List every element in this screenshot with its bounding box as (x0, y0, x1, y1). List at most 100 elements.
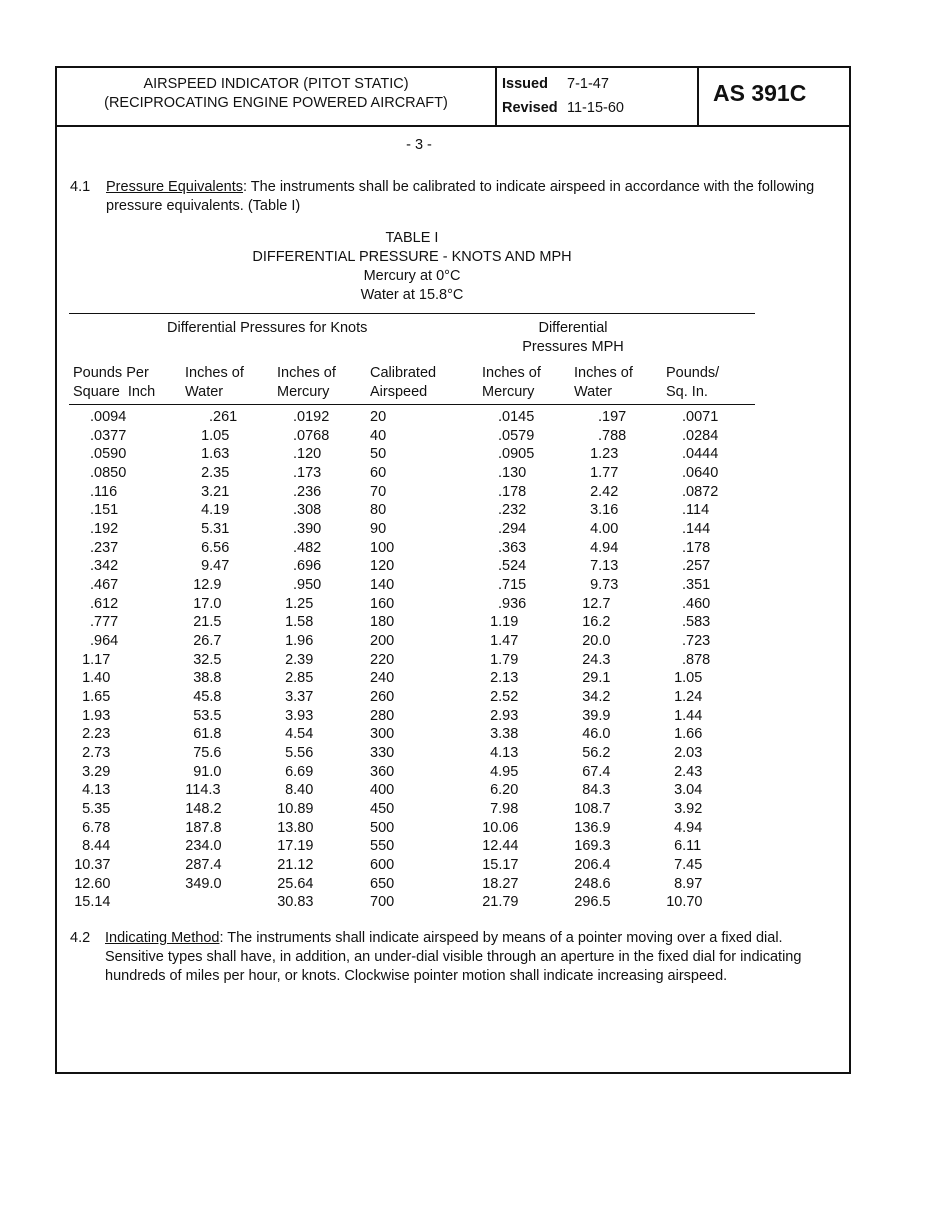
table-cell: .467 (90, 576, 119, 593)
table-cell: 3.92 (674, 800, 703, 817)
table-cell: 550 (370, 838, 395, 855)
table-cell: 84.3 (582, 782, 611, 799)
section-body: : The instruments shall indicate airspee… (105, 930, 802, 984)
table-cell: .936 (498, 595, 527, 612)
table-cell: 1.65 (82, 688, 111, 705)
table-cell: 500 (370, 819, 395, 836)
table-cell: .0192 (293, 409, 330, 425)
table-cell: .524 (498, 558, 527, 575)
table-cell: 67.4 (582, 763, 611, 780)
header-divider (495, 66, 497, 126)
table-cell: .696 (293, 558, 322, 575)
table-cell: 5.35 (82, 800, 111, 817)
table-cell: 114.3 (185, 782, 221, 799)
group-header: Differential (538, 320, 608, 336)
table-cell: .0590 (90, 446, 127, 463)
column-header: Square Inch (73, 384, 156, 400)
table-cell: 248.6 (574, 875, 611, 892)
column-header: Airspeed (370, 384, 428, 400)
table-cell: .0094 (90, 409, 127, 425)
column-header: Pounds/ (666, 365, 720, 381)
table-cell: 12.44 (482, 838, 519, 855)
table-cell: 6.56 (201, 539, 230, 556)
table-cell: 700 (370, 894, 395, 911)
table-cell: 8.44 (82, 838, 111, 855)
table-cell: 2.39 (285, 651, 314, 668)
table-cell: .0872 (682, 483, 719, 500)
table-cell: 6.78 (82, 819, 111, 836)
table-cell: 2.93 (490, 707, 519, 724)
table-cell: .723 (682, 632, 711, 649)
table-cell: .0905 (498, 446, 535, 463)
header-rule (55, 125, 851, 127)
table-cell: 200 (370, 632, 395, 649)
table-cell: 1.58 (285, 614, 314, 631)
section-heading: Pressure Equivalents (106, 179, 244, 195)
table-cell: 287.4 (185, 856, 222, 873)
table-cell: .197 (598, 409, 627, 425)
table-cell: 1.40 (82, 670, 111, 687)
table-cell: 148.2 (185, 800, 222, 817)
table-cell: 2.35 (201, 464, 230, 481)
table-cell: 10.37 (74, 856, 111, 873)
table-cell: 187.8 (185, 819, 222, 836)
table-cell: .0768 (293, 427, 330, 444)
table-cell: 160 (370, 595, 395, 612)
table-cell: 6.69 (285, 763, 314, 780)
table-cell: .964 (90, 632, 119, 649)
column-header: Water (574, 384, 613, 400)
table-cell: 4.94 (590, 539, 619, 556)
table-cell: 12.7 (582, 595, 611, 612)
table-cell: 8.97 (674, 875, 703, 892)
section-body: : The instruments shall be calibrated to… (106, 179, 815, 214)
table-title-line: Mercury at 0°C (363, 268, 461, 284)
header-divider (697, 66, 699, 126)
issued-date: 7-1-47 (567, 76, 609, 92)
column-header: Mercury (482, 384, 535, 400)
header-title: AIRSPEED INDICATOR (PITOT STATIC) (143, 76, 409, 92)
table-cell: 1.47 (490, 632, 519, 649)
table-cell: 56.2 (582, 744, 611, 761)
table-cell: .151 (90, 502, 119, 519)
table-cell: 7.45 (674, 856, 703, 873)
table-cell: 600 (370, 856, 395, 873)
table-title-line: Water at 15.8°C (360, 287, 464, 303)
table-cell: 300 (370, 726, 395, 743)
table-cell: 206.4 (574, 856, 611, 873)
table-cell: .460 (682, 595, 711, 612)
table-cell: .178 (498, 483, 527, 500)
column-header: Inches of (482, 365, 541, 381)
table-cell: .237 (90, 539, 119, 556)
table-cell: 140 (370, 576, 395, 593)
table-cell: 4.94 (674, 819, 703, 836)
table-cell: .173 (293, 464, 322, 481)
table-cell: 10.70 (666, 894, 703, 911)
table-cell: 650 (370, 875, 395, 892)
table-cell: 60 (370, 464, 387, 481)
table-cell: 2.42 (590, 483, 619, 500)
table-cell: 1.79 (490, 651, 519, 668)
section-heading: Indicating Method (105, 930, 220, 946)
table-cell: 5.31 (201, 520, 230, 537)
table-cell: 400 (370, 782, 395, 799)
table-cell: 75.6 (193, 744, 222, 761)
table-cell: 1.96 (285, 632, 314, 649)
table-cell: .0284 (682, 427, 719, 444)
header-title: (RECIPROCATING ENGINE POWERED AIRCRAFT) (104, 95, 448, 111)
table-cell: .0579 (498, 427, 535, 444)
table-cell: 3.38 (490, 726, 519, 743)
section-number: 4.2 (70, 930, 91, 946)
table-cell: 7.98 (490, 800, 519, 817)
table-cell: .294 (498, 520, 527, 537)
table-cell: 240 (370, 670, 395, 687)
table-cell: 70 (370, 483, 387, 500)
table-cell: 260 (370, 688, 395, 705)
table-cell: 7.13 (590, 558, 619, 575)
table-cell: .0145 (498, 409, 535, 425)
section-number: 4.1 (70, 179, 91, 195)
table-cell: 2.43 (674, 763, 703, 780)
table-cell: 21.12 (277, 856, 314, 873)
table-cell: 45.8 (193, 688, 222, 705)
table-cell: 1.05 (201, 427, 230, 444)
